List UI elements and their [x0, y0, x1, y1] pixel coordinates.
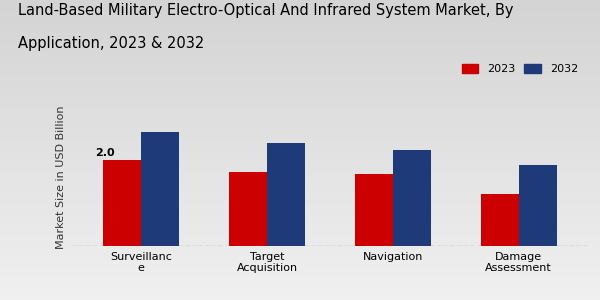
- Text: 2.0: 2.0: [95, 148, 114, 158]
- Text: Land-Based Military Electro-Optical And Infrared System Market, By: Land-Based Military Electro-Optical And …: [18, 3, 514, 18]
- Bar: [141, 132, 179, 246]
- Legend: 2023, 2032: 2023, 2032: [457, 60, 583, 79]
- Bar: [393, 150, 431, 246]
- Y-axis label: Market Size in USD Billion: Market Size in USD Billion: [56, 105, 67, 249]
- Bar: [355, 173, 393, 246]
- Text: Application, 2023 & 2032: Application, 2023 & 2032: [18, 36, 204, 51]
- Bar: [519, 165, 557, 246]
- Bar: [103, 160, 141, 246]
- Bar: [267, 143, 305, 246]
- Bar: [481, 194, 519, 246]
- Bar: [229, 172, 267, 246]
